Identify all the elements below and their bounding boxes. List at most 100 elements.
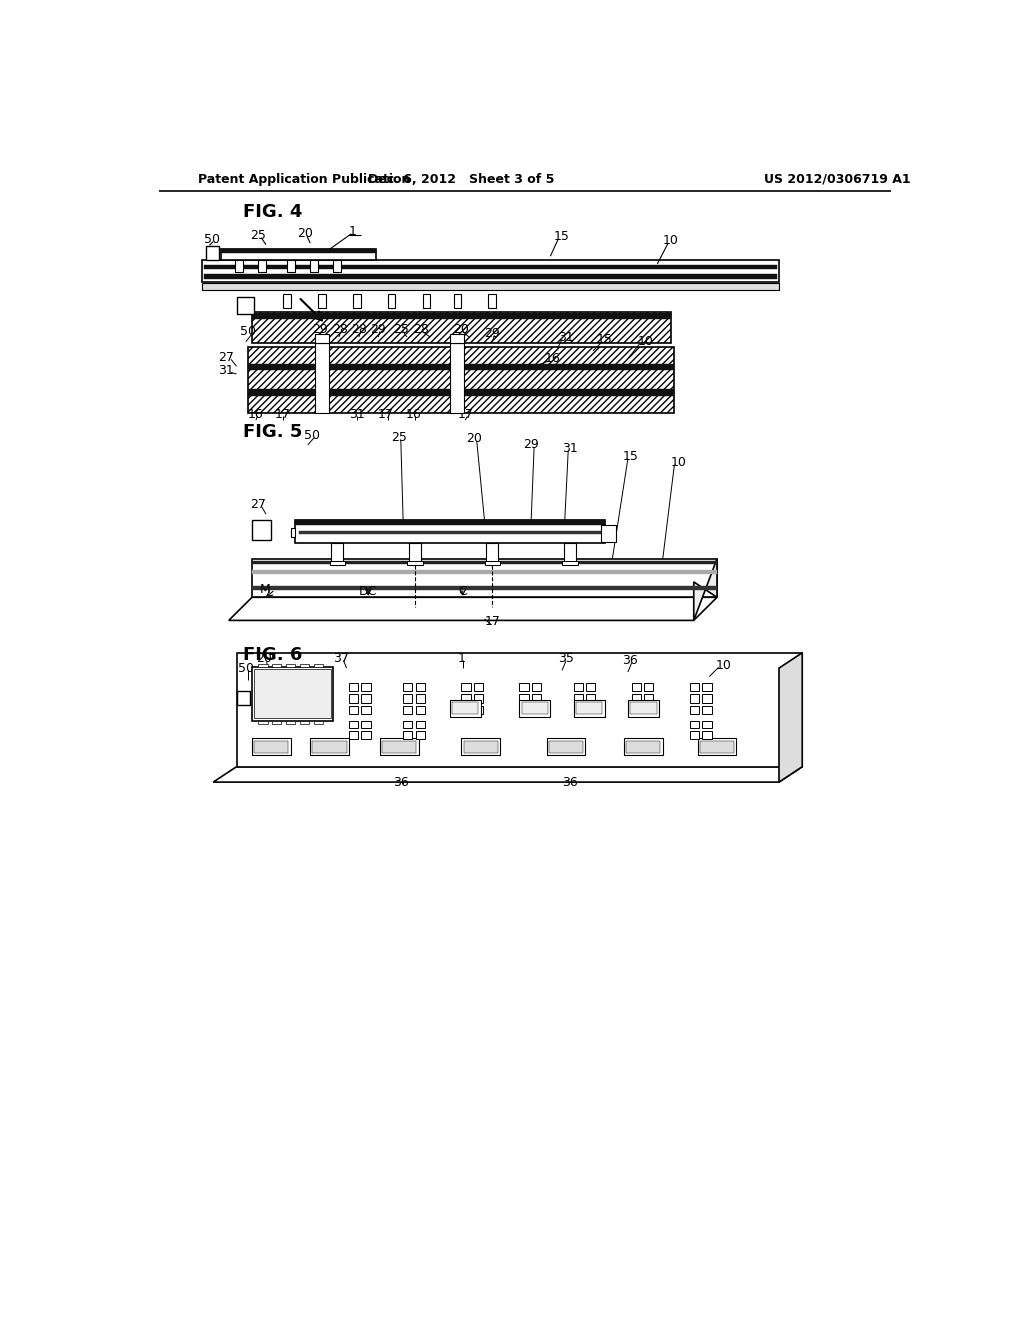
Bar <box>221 249 376 253</box>
Text: 10: 10 <box>671 455 686 469</box>
Text: 50: 50 <box>304 429 319 442</box>
Text: 50: 50 <box>240 325 256 338</box>
Bar <box>314 334 329 343</box>
Text: 28: 28 <box>413 323 429 335</box>
Bar <box>295 520 604 525</box>
Bar <box>361 694 371 702</box>
Bar <box>361 706 371 714</box>
Bar <box>488 294 496 308</box>
Text: 29: 29 <box>312 323 328 335</box>
Bar <box>409 544 421 565</box>
Text: 27: 27 <box>250 499 266 511</box>
Bar <box>361 721 371 729</box>
Bar <box>314 721 324 723</box>
Bar <box>624 738 663 755</box>
Bar <box>690 706 699 714</box>
Bar <box>575 702 602 714</box>
Bar <box>300 664 309 667</box>
Bar <box>450 700 480 717</box>
Bar <box>416 682 425 692</box>
Bar <box>573 700 604 717</box>
Text: 50: 50 <box>204 232 220 246</box>
Text: 25: 25 <box>250 228 266 242</box>
Bar <box>380 738 419 755</box>
Bar <box>300 721 309 723</box>
Text: US 2012/0306719 A1: US 2012/0306719 A1 <box>764 173 910 186</box>
Bar <box>283 294 291 308</box>
Bar <box>252 313 671 343</box>
Bar <box>403 721 413 729</box>
Bar <box>248 347 675 412</box>
Bar <box>416 731 425 739</box>
Polygon shape <box>779 653 802 781</box>
Text: 15: 15 <box>597 333 612 346</box>
Bar <box>474 682 483 692</box>
Bar <box>237 297 254 314</box>
Text: 20: 20 <box>256 652 271 665</box>
Bar <box>310 260 317 272</box>
Bar <box>519 706 528 714</box>
Bar <box>586 706 595 714</box>
Text: 17: 17 <box>484 615 500 628</box>
Bar <box>573 694 583 702</box>
Text: 17: 17 <box>275 408 291 421</box>
Text: 20: 20 <box>297 227 312 240</box>
Bar <box>403 694 413 702</box>
Text: DC: DC <box>359 585 378 598</box>
Bar <box>287 260 295 272</box>
Bar <box>630 702 656 714</box>
Text: 10: 10 <box>638 335 653 348</box>
Polygon shape <box>228 598 717 620</box>
Text: 37: 37 <box>333 652 349 665</box>
Bar <box>314 343 329 412</box>
Bar <box>452 702 478 714</box>
Bar <box>204 265 776 269</box>
Bar <box>202 284 779 290</box>
Bar <box>573 706 583 714</box>
Bar <box>416 706 425 714</box>
Bar <box>234 260 243 272</box>
Bar <box>349 721 358 729</box>
Bar <box>314 664 324 667</box>
Bar <box>352 294 360 308</box>
Bar <box>349 731 358 739</box>
Bar <box>628 700 658 717</box>
Text: 10: 10 <box>663 234 679 247</box>
Bar <box>252 570 717 574</box>
Bar <box>248 364 675 370</box>
Bar <box>702 682 712 692</box>
Bar <box>252 667 334 721</box>
Bar <box>702 694 712 702</box>
Bar <box>361 682 371 692</box>
Bar <box>248 389 675 396</box>
Bar <box>252 313 671 318</box>
Text: 50: 50 <box>238 661 254 675</box>
Text: 16: 16 <box>406 408 421 421</box>
Bar <box>331 544 343 565</box>
Text: 36: 36 <box>623 653 638 667</box>
Bar <box>258 664 267 667</box>
Bar <box>317 294 326 308</box>
Bar <box>407 561 423 565</box>
Bar <box>461 738 500 755</box>
Bar <box>519 694 528 702</box>
Bar <box>206 247 219 260</box>
Bar <box>258 721 267 723</box>
Bar <box>423 294 430 308</box>
Bar <box>531 682 541 692</box>
Bar <box>519 682 528 692</box>
Text: 31: 31 <box>558 330 573 343</box>
Bar <box>334 260 341 272</box>
Text: 29: 29 <box>371 323 386 335</box>
Bar <box>416 694 425 702</box>
Text: 25: 25 <box>391 430 408 444</box>
Text: 29: 29 <box>523 438 539 451</box>
Bar <box>272 721 282 723</box>
Text: FIG. 4: FIG. 4 <box>243 203 302 222</box>
Bar <box>349 694 358 702</box>
Text: 28: 28 <box>351 323 367 335</box>
Text: Dec. 6, 2012   Sheet 3 of 5: Dec. 6, 2012 Sheet 3 of 5 <box>368 173 554 186</box>
Text: 16: 16 <box>248 408 264 421</box>
Bar <box>644 682 653 692</box>
Bar <box>312 741 346 752</box>
